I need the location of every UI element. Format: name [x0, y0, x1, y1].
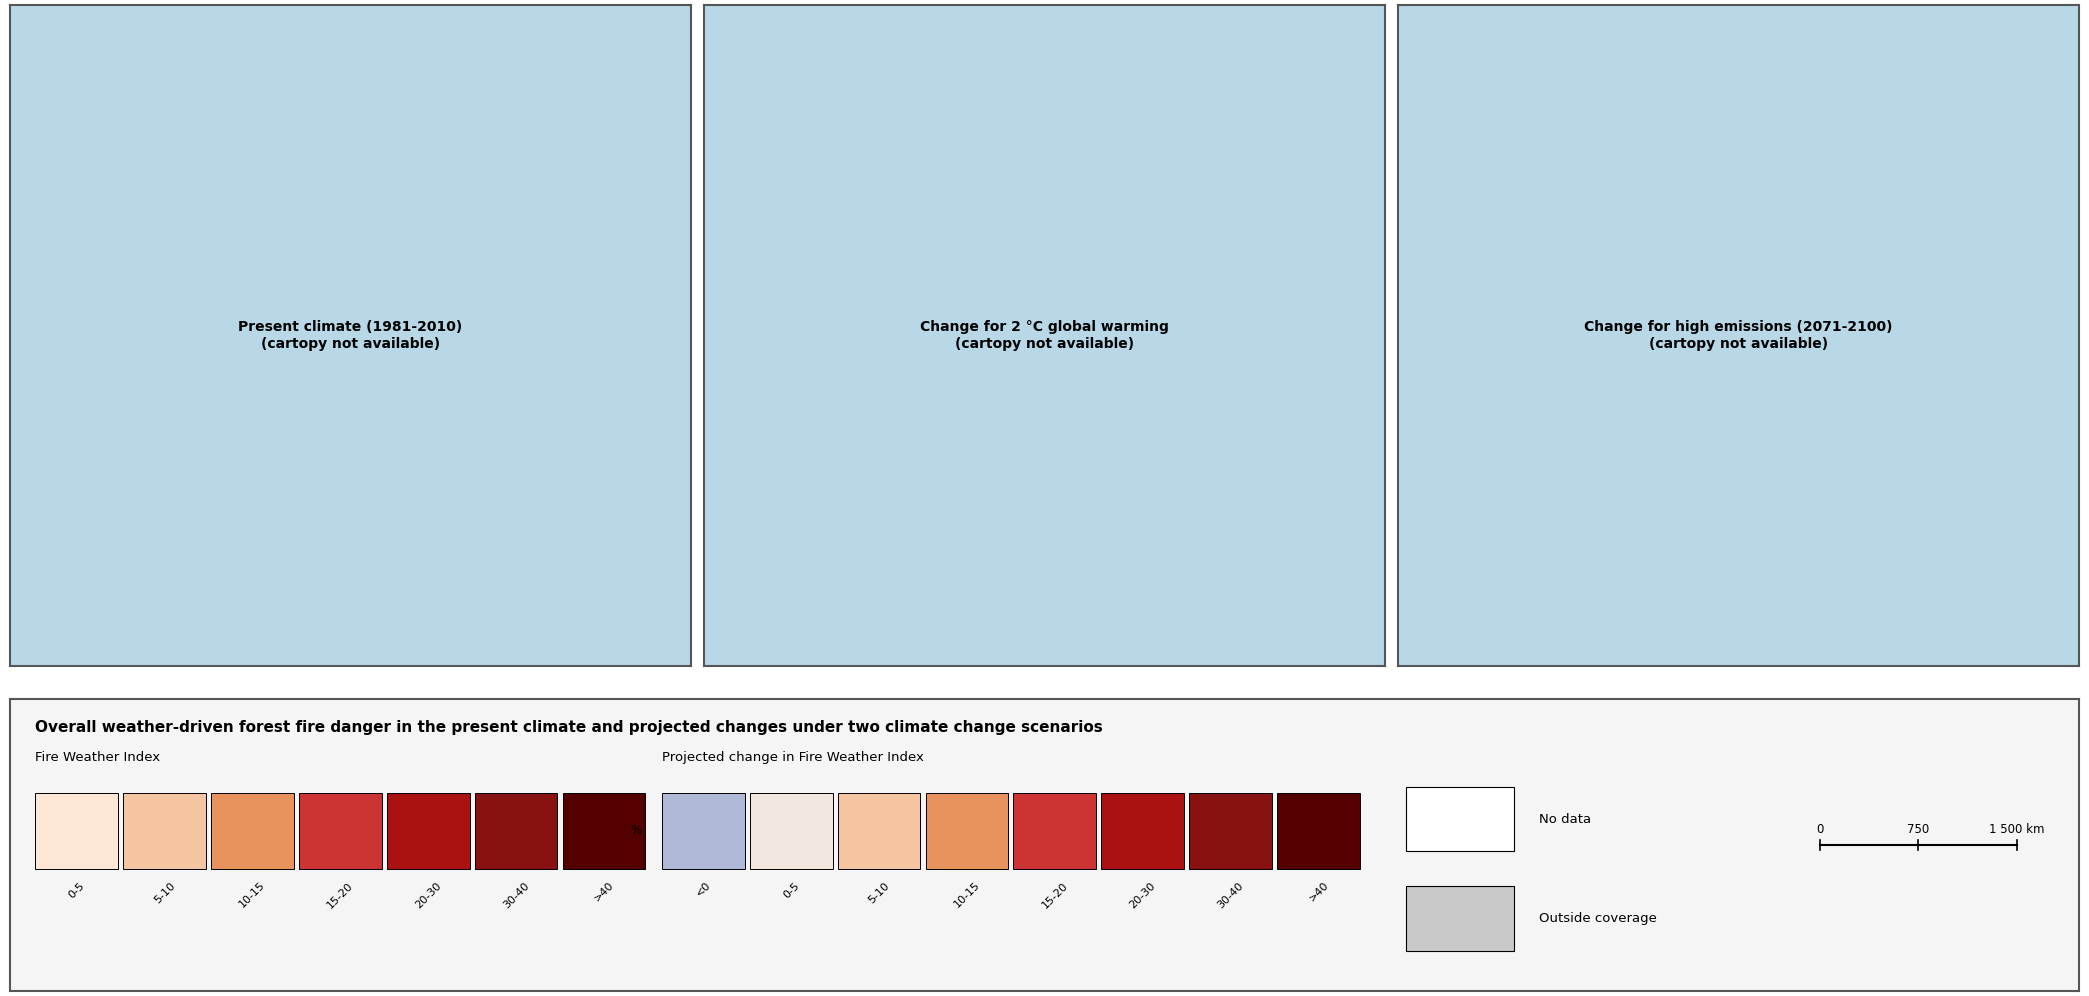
- Text: 750: 750: [1907, 824, 1930, 837]
- Bar: [1013, 793, 1097, 869]
- Text: 0-5: 0-5: [781, 880, 800, 900]
- Text: 20-30: 20-30: [1128, 880, 1157, 910]
- Bar: [386, 793, 470, 869]
- Text: 5-10: 5-10: [152, 880, 178, 905]
- Text: >40: >40: [591, 880, 616, 903]
- Text: <0: <0: [694, 880, 712, 898]
- Text: 30-40: 30-40: [501, 880, 531, 910]
- Bar: [123, 793, 207, 869]
- Bar: [562, 793, 646, 869]
- Text: Projected change in Fire Weather Index: Projected change in Fire Weather Index: [662, 751, 923, 764]
- Text: 0-5: 0-5: [67, 880, 86, 900]
- Bar: [662, 793, 744, 869]
- Text: 10-15: 10-15: [953, 880, 982, 910]
- Text: Fire Weather Index: Fire Weather Index: [36, 751, 161, 764]
- Text: 0: 0: [1815, 824, 1824, 837]
- Bar: [750, 793, 834, 869]
- Text: 10-15: 10-15: [238, 880, 267, 910]
- Bar: [1276, 793, 1360, 869]
- Bar: [1406, 886, 1515, 951]
- Text: 5-10: 5-10: [867, 880, 892, 905]
- Bar: [838, 793, 921, 869]
- Bar: [36, 793, 117, 869]
- Text: Change for high emissions (2071-2100)
(cartopy not available): Change for high emissions (2071-2100) (c…: [1583, 321, 1893, 351]
- Text: 15-20: 15-20: [326, 880, 355, 910]
- Text: %: %: [631, 824, 641, 837]
- Text: No data: No data: [1540, 813, 1592, 826]
- Text: 1 500 km: 1 500 km: [1989, 824, 2045, 837]
- Text: Outside coverage: Outside coverage: [1540, 912, 1657, 925]
- Text: Present climate (1981-2010)
(cartopy not available): Present climate (1981-2010) (cartopy not…: [238, 321, 464, 351]
- Text: 30-40: 30-40: [1216, 880, 1245, 910]
- Bar: [299, 793, 382, 869]
- Text: 20-30: 20-30: [414, 880, 443, 910]
- Text: >40: >40: [1308, 880, 1331, 903]
- Bar: [925, 793, 1009, 869]
- Bar: [211, 793, 295, 869]
- Bar: [1189, 793, 1272, 869]
- Text: Change for 2 °C global warming
(cartopy not available): Change for 2 °C global warming (cartopy …: [919, 321, 1170, 351]
- Text: Overall weather-driven forest fire danger in the present climate and projected c: Overall weather-driven forest fire dange…: [36, 720, 1103, 735]
- Bar: [1101, 793, 1184, 869]
- Text: 15-20: 15-20: [1040, 880, 1070, 910]
- Bar: [1406, 787, 1515, 852]
- Bar: [474, 793, 558, 869]
